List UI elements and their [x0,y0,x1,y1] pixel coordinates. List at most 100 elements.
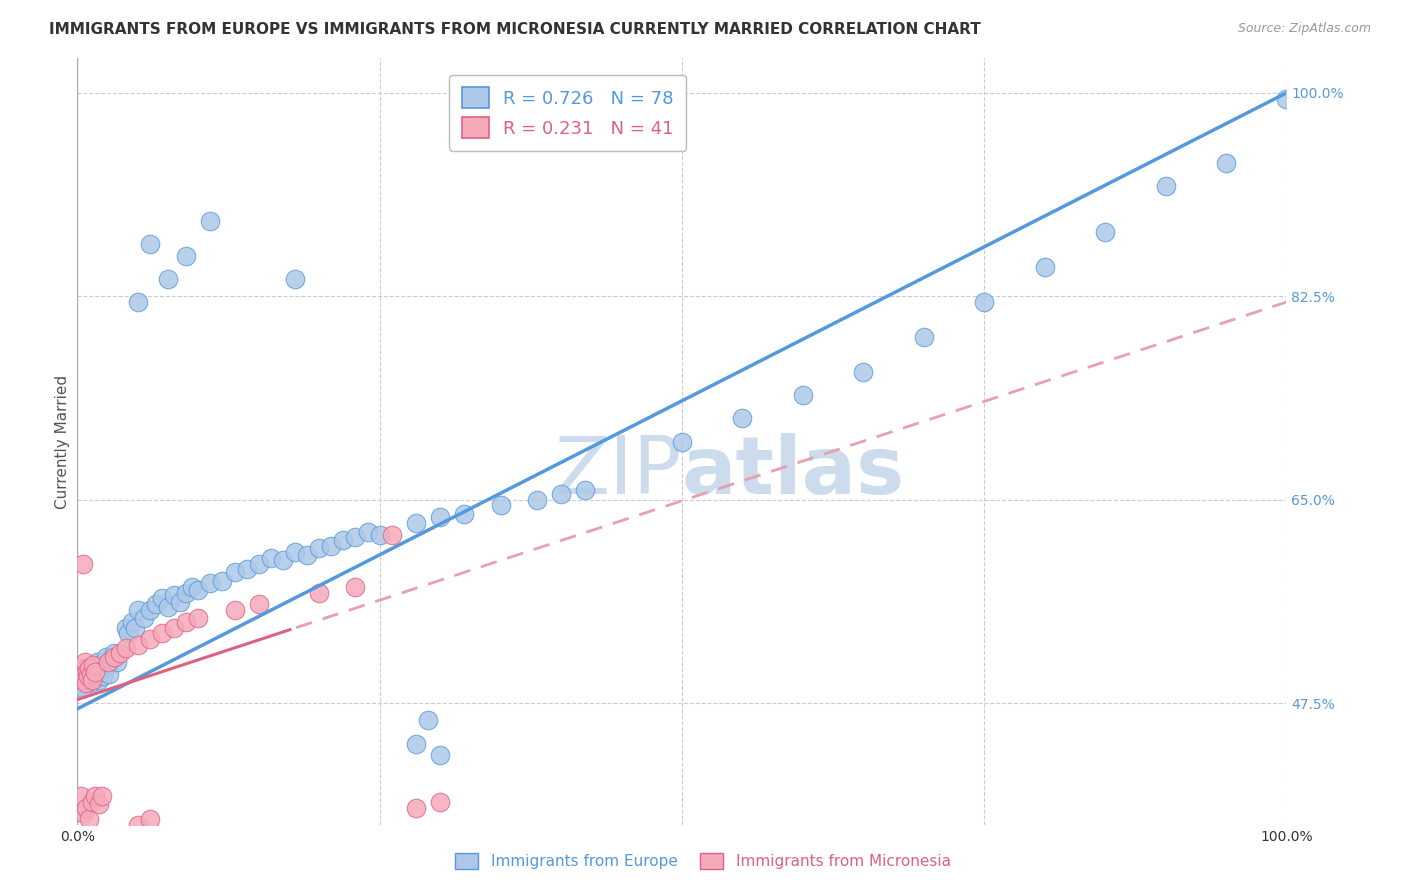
Point [82,665,104,679]
Point [356,525,378,540]
Point [224,565,246,579]
Point [79,661,101,675]
Point [84,665,107,679]
Point [87,673,110,687]
Point [247,557,270,571]
Point [73,667,96,681]
Point [157,599,180,614]
Point [187,583,209,598]
Point [139,236,162,251]
Y-axis label: Currently Married: Currently Married [55,375,70,508]
Point [79,667,101,681]
Point [792,388,814,402]
Point [127,818,149,832]
Point [405,800,427,814]
Point [70,789,93,803]
Point [489,499,512,513]
Point [284,545,307,559]
Point [97,667,120,681]
Point [150,626,173,640]
Point [124,620,146,634]
Point [121,615,143,629]
Point [72,681,94,695]
Point [82,657,104,672]
Point [332,533,354,548]
Point [72,669,94,683]
Point [247,597,270,611]
Point [145,597,167,611]
Point [84,789,107,803]
Point [308,541,330,556]
Point [550,487,572,501]
Point [103,649,125,664]
Point [295,549,318,563]
Point [87,667,110,681]
Point [86,656,108,670]
Point [77,667,100,681]
Point [731,411,754,425]
Point [344,530,367,544]
Point [96,657,118,672]
Point [973,295,995,310]
Point [200,213,222,227]
Point [114,641,136,656]
Point [157,272,180,286]
Point [69,679,91,693]
Point [200,576,222,591]
Point [405,516,427,530]
Point [271,553,294,567]
Point [80,673,103,687]
Point [1094,225,1116,239]
Point [163,588,186,602]
Point [671,434,693,449]
Point [80,795,103,809]
Point [72,557,94,571]
Point [574,483,596,498]
Point [91,669,114,683]
Point [174,585,197,599]
Point [174,249,197,263]
Point [284,272,307,286]
Point [139,812,162,826]
Point [453,507,475,521]
Point [79,812,101,826]
Point [381,527,404,541]
Point [87,797,110,812]
Point [108,646,131,660]
Point [69,667,91,681]
Point [139,632,162,647]
Point [70,673,93,687]
Point [912,330,935,344]
Point [93,656,115,670]
Point [181,580,204,594]
Point [94,661,117,675]
Point [90,789,112,803]
Point [368,527,391,541]
Point [75,676,97,690]
Point [260,550,283,565]
Point [429,748,451,763]
Point [187,611,209,625]
Point [344,580,367,594]
Point [80,675,103,690]
Point [72,806,94,821]
Text: ZIP: ZIP [554,434,682,511]
Point [75,800,97,814]
Point [224,603,246,617]
Point [429,795,451,809]
Point [96,649,118,664]
Point [117,626,139,640]
Text: Source: ZipAtlas.com: Source: ZipAtlas.com [1237,22,1371,36]
Point [852,365,875,379]
Point [526,492,548,507]
Point [211,574,233,588]
Point [235,562,257,576]
Point [1275,92,1298,106]
Point [429,510,451,524]
Legend: R = 0.726   N = 78, R = 0.231   N = 41: R = 0.726 N = 78, R = 0.231 N = 41 [449,75,686,151]
Point [83,671,105,685]
Point [163,620,186,634]
Point [73,656,96,670]
Point [84,661,107,675]
Point [70,673,93,687]
